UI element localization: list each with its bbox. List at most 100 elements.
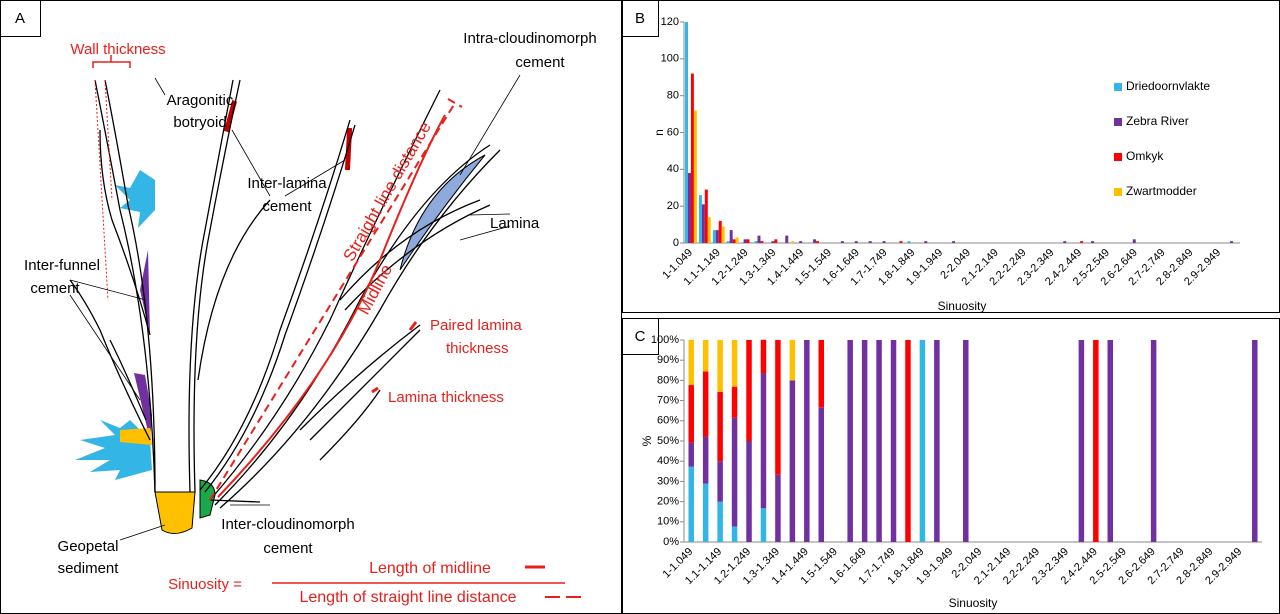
label: Sinuosity =	[168, 576, 242, 593]
bar-segment	[789, 340, 796, 381]
label: Inter-lamina	[247, 175, 327, 192]
label: cement	[262, 198, 312, 215]
label: Inter-cloudinomorph	[221, 516, 354, 533]
panel-label-box	[622, 0, 659, 37]
bar-segment	[717, 501, 723, 542]
cement-patch	[120, 428, 152, 445]
y-tick-label: 10%	[657, 516, 679, 528]
bar	[757, 235, 761, 243]
bar	[715, 230, 719, 243]
bar	[1091, 241, 1095, 243]
y-tick-label: 60%	[657, 415, 679, 427]
bar-segment	[760, 373, 767, 509]
legend-label: Driedoornvlakte	[1126, 79, 1210, 93]
inter-cloudinomorph-cement	[199, 479, 216, 519]
legend-swatch	[1114, 118, 1122, 126]
legend-label: Omkyk	[1126, 149, 1164, 163]
bar	[726, 241, 730, 243]
inter-funnel-cement	[140, 250, 150, 335]
label: sediment	[58, 560, 120, 577]
label: Paired lamina	[430, 317, 522, 334]
label: Midline	[354, 261, 396, 317]
bar	[1132, 239, 1136, 243]
bar-segment	[688, 385, 694, 443]
bar	[721, 226, 725, 243]
bar-segment	[804, 340, 810, 542]
y-tick-label: 80	[667, 90, 679, 102]
bar-segment	[818, 407, 825, 542]
bar-segment	[717, 391, 723, 462]
inter-funnel-cement	[134, 373, 152, 440]
bar	[924, 241, 928, 243]
y-tick-label: 40%	[657, 455, 679, 467]
bar-segment	[934, 340, 940, 542]
label: Lamina thickness	[388, 389, 504, 406]
label: Lamina	[490, 215, 540, 232]
label: thickness	[446, 340, 509, 357]
panel-label-box	[622, 318, 659, 355]
y-tick-label: 0%	[663, 536, 679, 548]
diagram-labels: Wall thickness Aragonitic botryoid Inter…	[24, 30, 597, 606]
bar-segment	[688, 466, 694, 542]
bar	[774, 239, 778, 243]
bar-segment	[746, 340, 752, 441]
label: Length of midline	[369, 560, 491, 577]
legend-label: Zwartmodder	[1126, 184, 1197, 198]
bar	[732, 239, 736, 243]
bar	[899, 241, 903, 243]
y-tick-label: 0	[673, 237, 679, 249]
panel-label: C	[635, 328, 646, 345]
bar-segment	[890, 340, 897, 542]
bar	[799, 241, 803, 243]
label: Length of straight line distance	[299, 589, 516, 606]
bar	[1063, 241, 1067, 243]
bar-segment	[760, 508, 767, 542]
legend-label: Zebra River	[1126, 114, 1189, 128]
bar	[735, 237, 739, 243]
label: cement	[30, 280, 80, 297]
y-tick-label: 40	[667, 163, 679, 175]
y-tick-label: 20%	[657, 496, 679, 508]
intra-cement	[399, 154, 486, 271]
bar-segment	[919, 340, 926, 542]
label: Inter-funnel	[24, 257, 100, 274]
bar	[698, 195, 702, 243]
y-axis-title: n	[652, 129, 666, 136]
legend-swatch	[1114, 83, 1122, 91]
label: cement	[515, 54, 565, 71]
bar-segment	[702, 436, 709, 484]
bar-segment	[731, 386, 738, 418]
bar-segment	[963, 340, 969, 542]
bar	[712, 230, 716, 243]
bar	[760, 241, 764, 243]
bar-segment	[1252, 340, 1258, 542]
bar-segment	[731, 340, 738, 387]
bar	[868, 241, 872, 243]
bar	[701, 204, 705, 243]
bar-segment	[861, 340, 868, 542]
x-axis-title: Sinuosity	[949, 596, 998, 610]
bar	[882, 241, 886, 243]
bar-segment	[731, 526, 738, 542]
y-axis-title: %	[640, 435, 654, 446]
bar-segment	[1150, 340, 1157, 542]
label: cement	[263, 540, 313, 557]
bar-segment	[702, 340, 709, 372]
bar	[685, 22, 688, 243]
y-tick-label: 70%	[657, 395, 679, 407]
bar-segment	[876, 340, 882, 542]
label: Geopetal	[58, 538, 119, 555]
bar	[854, 241, 858, 243]
bar	[771, 241, 775, 243]
bar-segment	[717, 461, 723, 502]
bar-segment	[789, 380, 796, 542]
bar-segment	[818, 340, 825, 408]
bar-segment	[731, 417, 738, 527]
bar	[785, 235, 789, 243]
bar-segment	[702, 483, 709, 542]
bar	[707, 217, 711, 243]
panel-label-box	[0, 0, 41, 37]
y-tick-label: 20	[667, 200, 679, 212]
